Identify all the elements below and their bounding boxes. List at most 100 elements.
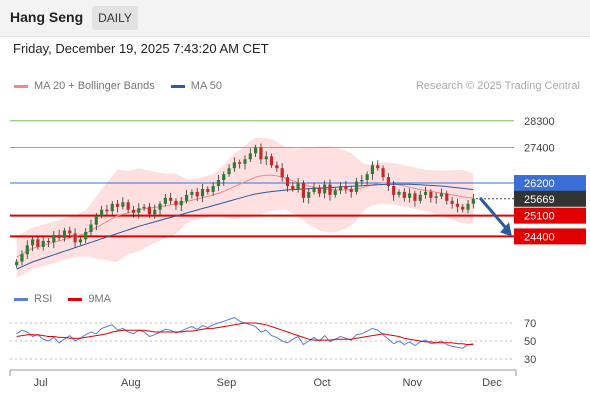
candle-body-75 xyxy=(413,193,417,201)
candle-body-21 xyxy=(126,202,130,210)
candle-body-9 xyxy=(62,230,67,238)
x-tick-sep: Sep xyxy=(217,377,237,389)
candle-body-50 xyxy=(280,168,284,178)
period-selector[interactable]: DAILY xyxy=(92,6,138,30)
candle-body-86 xyxy=(471,198,475,204)
legend-item-9ma: 9MA xyxy=(68,293,111,305)
level-tag-26200 xyxy=(514,175,586,192)
candle-body-81 xyxy=(445,193,449,201)
candle-body-39 xyxy=(222,174,226,181)
legend-item-ma20: MA 20 + Bollinger Bands xyxy=(14,80,155,92)
forecast-arrow-head xyxy=(500,222,512,237)
candle-body-66 xyxy=(365,174,369,181)
candle-body-46 xyxy=(259,147,263,160)
candle-body-35 xyxy=(200,188,205,197)
level-label-28300: 28300 xyxy=(524,116,555,128)
level-label-27400: 27400 xyxy=(524,142,555,154)
x-tick-dec: Dec xyxy=(482,377,502,389)
candle-body-63 xyxy=(349,188,353,192)
candle-body-10 xyxy=(68,230,72,234)
legend-label-9ma: 9MA xyxy=(88,293,111,305)
candle-body-64 xyxy=(354,181,359,192)
candle-body-0 xyxy=(15,261,19,266)
candle-body-47 xyxy=(264,156,268,160)
candle-body-33 xyxy=(190,191,194,195)
forecast-arrow-shaft xyxy=(478,196,510,232)
candle-body-6 xyxy=(46,240,51,243)
level-label-25669: 25669 xyxy=(524,194,555,206)
candle-body-70 xyxy=(386,177,390,186)
candle-body-62 xyxy=(344,186,348,189)
candle-body-17 xyxy=(105,209,109,212)
candle-body-69 xyxy=(381,168,385,178)
legend-label-ma50: MA 50 xyxy=(190,80,222,92)
candle-body-48 xyxy=(269,156,274,166)
candle-body-4 xyxy=(36,239,40,247)
candle-body-74 xyxy=(408,193,412,198)
candle-body-19 xyxy=(115,203,120,207)
x-tick-jul: Jul xyxy=(34,377,48,389)
candle-body-8 xyxy=(57,234,61,238)
candle-body-5 xyxy=(41,240,45,247)
rsi-ma-line xyxy=(16,322,474,346)
candle-body-71 xyxy=(392,186,396,195)
candle-body-23 xyxy=(137,208,141,213)
candle-body-60 xyxy=(333,190,337,195)
legend-swatch-rsi xyxy=(14,297,28,301)
candle-body-12 xyxy=(78,239,82,243)
candle-body-51 xyxy=(285,177,290,186)
candle-body-42 xyxy=(238,162,242,164)
level-tag-25100 xyxy=(514,207,586,224)
level-label-26200: 26200 xyxy=(524,178,555,190)
candle-body-68 xyxy=(376,165,380,169)
instrument-name: Hang Seng xyxy=(10,9,84,25)
candle-body-37 xyxy=(211,186,215,192)
candle-body-83 xyxy=(455,203,460,207)
candle-body-30 xyxy=(174,200,178,206)
level-tag-25669 xyxy=(514,190,586,207)
legend-item-ma50: MA 50 xyxy=(170,80,222,92)
top-bar: Hang Seng DAILY xyxy=(0,0,590,37)
candle-body-49 xyxy=(275,165,279,169)
level-label-24400: 24400 xyxy=(524,231,555,243)
candle-body-79 xyxy=(434,196,438,198)
x-tick-nov: Nov xyxy=(402,377,422,389)
candle-body-44 xyxy=(248,153,252,160)
candle-body-41 xyxy=(232,162,236,169)
candle-body-72 xyxy=(397,191,401,195)
candle-body-34 xyxy=(195,191,199,197)
candle-body-15 xyxy=(94,215,98,225)
candle-body-14 xyxy=(89,224,93,232)
candle-body-13 xyxy=(84,231,88,240)
timestamp: Friday, December 19, 2025 7:43:20 AM CET xyxy=(13,41,269,56)
candle-body-73 xyxy=(402,191,406,198)
legend-swatch-ma20 xyxy=(14,84,28,88)
candle-body-25 xyxy=(147,206,152,215)
x-tick-aug: Aug xyxy=(121,377,141,389)
candle-body-16 xyxy=(100,209,104,216)
candle-body-18 xyxy=(110,203,114,212)
level-tag-24400 xyxy=(514,228,586,245)
legend-label-ma20: MA 20 + Bollinger Bands xyxy=(34,80,155,92)
candle-body-38 xyxy=(216,180,221,186)
candle-body-27 xyxy=(158,203,162,210)
candle-body-59 xyxy=(328,184,332,195)
rsi-tick-70: 70 xyxy=(524,318,536,330)
candle-body-22 xyxy=(131,209,136,213)
candle-body-77 xyxy=(423,191,428,195)
candle-body-58 xyxy=(323,184,327,194)
candle-body-2 xyxy=(25,245,29,255)
candle-body-82 xyxy=(450,200,454,204)
rsi-tick-50: 50 xyxy=(524,336,536,348)
candle-body-65 xyxy=(360,180,364,182)
legend-item-rsi: RSI xyxy=(14,293,52,305)
candle-body-28 xyxy=(163,197,167,204)
credit-text: Research © 2025 Trading Central xyxy=(415,80,580,92)
candle-body-57 xyxy=(317,187,321,194)
candle-body-78 xyxy=(429,191,433,198)
candle-body-3 xyxy=(30,239,35,246)
candle-body-29 xyxy=(169,197,173,201)
candle-body-31 xyxy=(179,200,183,206)
x-tick-oct: Oct xyxy=(313,377,330,389)
